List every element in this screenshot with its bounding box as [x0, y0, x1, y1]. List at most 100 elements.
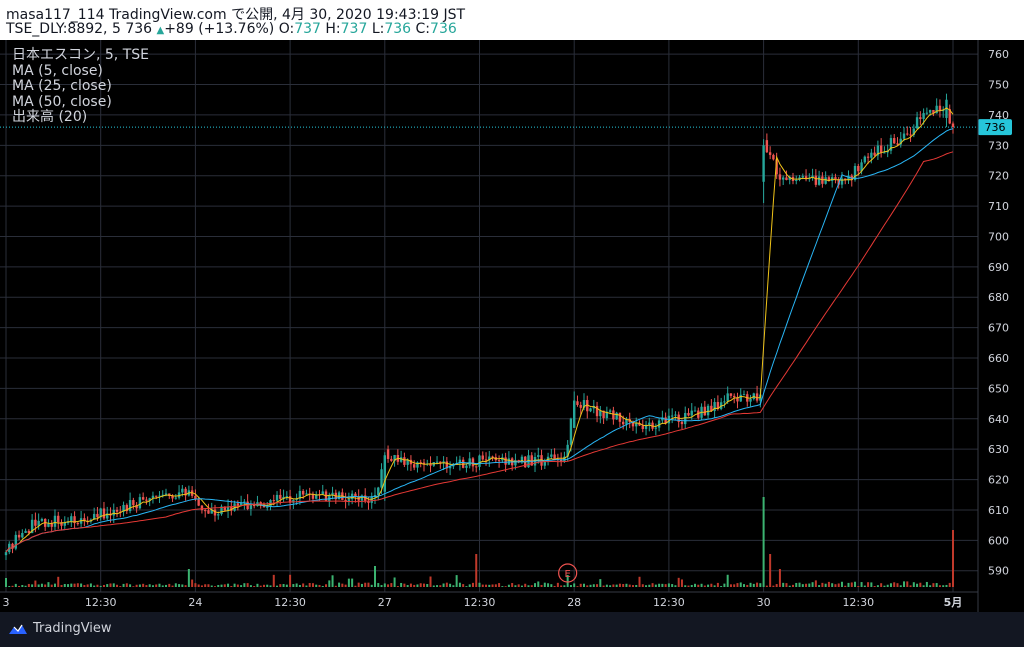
volume-bar: [76, 583, 79, 587]
volume-bar: [161, 585, 164, 587]
volume-bar: [227, 583, 230, 587]
volume-bar: [89, 583, 92, 587]
candle-body: [262, 505, 266, 508]
volume-bar: [651, 583, 654, 587]
volume-bar: [266, 584, 269, 587]
volume-bar: [272, 574, 275, 587]
tradingview-brand[interactable]: TradingView: [8, 621, 112, 636]
volume-bar: [387, 584, 390, 587]
volume-bar: [413, 584, 416, 587]
volume-bar: [618, 583, 621, 587]
volume-bar: [292, 584, 295, 587]
volume-bar: [808, 583, 811, 587]
volume-bar: [566, 575, 569, 587]
candle-body: [236, 503, 240, 506]
volume-bar: [658, 583, 661, 587]
candle-body: [814, 175, 818, 185]
volume-bar: [86, 584, 89, 587]
candle-body: [540, 455, 543, 466]
volume-bar: [556, 582, 559, 587]
volume-bar: [390, 583, 393, 587]
volume-bar: [191, 579, 194, 587]
volume-bar: [396, 586, 399, 587]
volume-bar: [171, 585, 174, 587]
candle-body: [915, 117, 919, 129]
volume-bar: [925, 581, 928, 587]
candle-body: [239, 502, 243, 506]
volume-bar: [726, 574, 729, 587]
candle-body: [197, 499, 200, 506]
volume-bar: [530, 585, 533, 587]
volume-bar: [749, 582, 752, 587]
brand-label: TradingView: [33, 621, 112, 636]
volume-bar: [259, 585, 262, 587]
candle-body: [30, 519, 34, 534]
candle-body: [14, 534, 17, 549]
volume-bar: [524, 583, 527, 587]
price-chart[interactable]: 736 E 590 600 610 620 630 640 650 660 670 680 690 70…: [0, 40, 1024, 612]
candle-body: [488, 456, 491, 461]
volume-bar: [641, 584, 644, 587]
volume-bar: [334, 585, 337, 587]
volume-bar: [439, 585, 442, 587]
candle-body: [537, 455, 540, 457]
volume-bar: [860, 582, 863, 587]
volume-bar: [850, 582, 853, 587]
candle-body: [21, 532, 24, 538]
candle-body: [373, 495, 377, 497]
candle-body: [703, 406, 707, 416]
y-tick-label: 630: [988, 443, 1009, 456]
candle-body: [755, 393, 759, 401]
candle-body: [194, 495, 197, 500]
chart-area[interactable]: 736 E 590 600 610 620 630 640 650 660 670 680 690 70…: [0, 40, 1024, 612]
volume-bar: [452, 585, 455, 587]
candle-body: [674, 414, 677, 416]
volume-bar: [903, 581, 906, 587]
candle-body: [951, 123, 955, 128]
volume-bar: [504, 586, 507, 587]
earnings-marker-label: E: [565, 569, 571, 580]
candle-body: [912, 128, 916, 135]
candle-body: [377, 487, 380, 496]
footer-bar: TradingView: [0, 612, 1024, 647]
candle-body: [354, 493, 357, 497]
volume-bar: [311, 583, 314, 587]
candle-body: [638, 423, 641, 426]
candle-body: [497, 460, 501, 462]
candle-body: [403, 457, 406, 465]
candle-body: [824, 177, 827, 184]
candle-body: [661, 417, 664, 421]
candle-body: [844, 178, 847, 181]
volume-bar: [716, 582, 719, 587]
candle-body: [919, 117, 922, 120]
volume-bar: [929, 585, 932, 587]
low-label: L:: [371, 21, 385, 37]
candle-body: [586, 400, 589, 412]
volume-bar: [416, 584, 419, 587]
candle-body: [99, 508, 102, 518]
candle-body: [226, 506, 230, 511]
volume-bar: [138, 584, 141, 587]
candle-body: [230, 506, 233, 511]
candle-body: [40, 518, 44, 521]
candle-body: [76, 523, 80, 525]
candle-body: [631, 421, 635, 427]
candle-body: [635, 423, 638, 427]
candle-body: [657, 420, 661, 428]
volume-bar: [873, 585, 876, 587]
candle-body: [680, 421, 684, 425]
volume-bar: [246, 583, 249, 587]
candle-body: [298, 490, 302, 499]
candle-body: [801, 176, 804, 178]
volume-bar: [475, 554, 478, 587]
candle-body: [723, 401, 726, 403]
volume-bar: [485, 584, 488, 587]
volume-bar: [801, 584, 804, 587]
candle-body: [243, 501, 246, 503]
volume-bar: [752, 583, 755, 587]
ma5-line: [5, 107, 954, 553]
volume-bar: [37, 584, 40, 587]
candle-body: [834, 177, 837, 180]
candle-body: [559, 459, 563, 462]
volume-bar: [576, 586, 579, 587]
